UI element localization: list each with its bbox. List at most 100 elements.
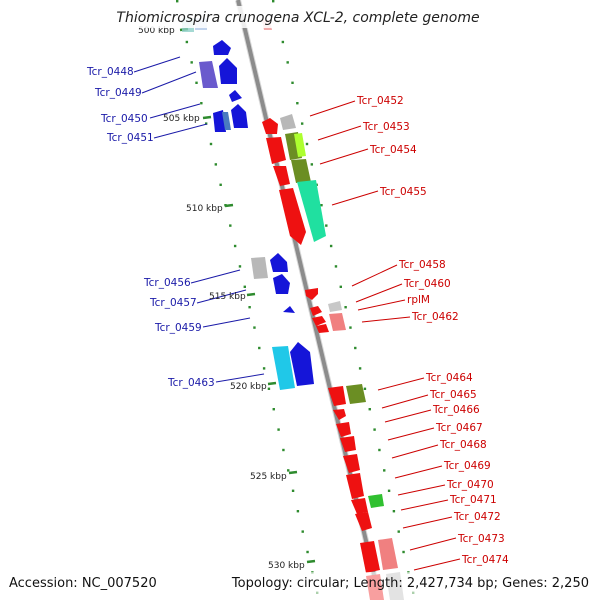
guide-dot [248,306,251,309]
label-connector-line [361,316,411,323]
gene-label-Tcr_0467[interactable]: Tcr_0467 [435,422,483,434]
guide-dot [286,61,289,64]
gene-arrow-0449b [219,58,237,84]
gene-arrow-0463b [290,342,314,386]
gene-arrow-0456b [270,253,288,272]
gene-label-Tcr_0448[interactable]: Tcr_0448 [86,66,134,78]
gene-arrow-0459 [283,306,295,313]
scale-tick [267,381,277,386]
gene-label-Tcr_0471[interactable]: Tcr_0471 [449,494,497,506]
guide-dot [334,265,338,268]
guide-dot [306,550,309,554]
gene-label-Tcr_0457[interactable]: Tcr_0457 [149,297,197,309]
scale-tick [224,203,234,208]
guide-dot [195,81,198,84]
label-connector-line [149,103,201,119]
label-connector-line [215,373,265,383]
guide-dot [296,102,299,105]
gene-arrow-0462a [312,316,326,326]
scale-label-530: 530 kbp [268,561,305,571]
label-connector-line [357,299,406,311]
guide-dot [378,448,381,452]
gene-label-Tcr_0450[interactable]: Tcr_0450 [100,113,148,125]
gene-label-Tcr_0453[interactable]: Tcr_0453 [362,121,410,133]
gene-label-Tcr_0468[interactable]: Tcr_0468 [439,439,487,451]
scale-tick [288,470,298,475]
gene-arrow-0449a [199,61,218,88]
guide-dot [344,306,347,309]
label-connector-line [391,444,439,459]
label-connector-line [397,484,446,496]
guide-dot [354,346,357,350]
gene-label-Tcr_0465[interactable]: Tcr_0465 [429,389,477,401]
gene-arrow-0473 [360,541,380,573]
gene-arrow-0454c [294,133,306,157]
gene-label-Tcr_0449[interactable]: Tcr_0449 [94,87,142,99]
label-connector-line [355,283,403,303]
guide-dot [272,0,275,3]
gene-label-Tcr_0474[interactable]: Tcr_0474 [461,554,509,566]
label-connector-line [387,427,435,441]
gene-label-Tcr_0452[interactable]: Tcr_0452 [356,95,404,107]
gene-arrow-0454a [266,137,286,164]
gene-arrow-0450c [222,112,231,130]
gene-label-Tcr_0455[interactable]: Tcr_0455 [379,186,427,198]
gene-label-Tcr_0464[interactable]: Tcr_0464 [425,372,473,384]
title-backdrop [110,6,488,28]
gene-arrow-0469 [343,454,360,473]
dotted-guides [176,0,415,594]
guide-dot [219,183,222,186]
guide-dot [185,40,189,44]
gene-label-Tcr_0463[interactable]: Tcr_0463 [167,377,215,389]
gene-label-rplM[interactable]: rplM [407,294,430,306]
label-connector-line [377,377,425,391]
gene-arrow-0472b [355,512,372,531]
scale-tick [246,292,256,297]
gene-label-Tcr_0459[interactable]: Tcr_0459 [154,322,202,334]
gene-arrow-0455b [291,159,311,183]
guide-dot [383,469,386,472]
label-connector-line [402,516,453,529]
gene-label-Tcr_0462[interactable]: Tcr_0462 [411,311,459,323]
guide-dot [387,489,391,492]
guide-dot [238,265,242,268]
gene-label-Tcr_0472[interactable]: Tcr_0472 [453,511,501,523]
gene-arrow-0466 [333,409,346,420]
guide-dot [397,530,400,533]
label-connector-line [202,317,251,328]
gene-arrow-0474 [378,538,398,570]
gene-label-Tcr_0451[interactable]: Tcr_0451 [106,132,154,144]
gene-label-Tcr_0473[interactable]: Tcr_0473 [457,533,505,545]
guide-dot [209,142,213,146]
label-connector-line [381,394,429,409]
guide-dot [253,326,256,329]
scale-label-505: 505 kbp [163,114,200,124]
gene-arrow-0455d [297,180,326,242]
label-connector-line [309,100,356,117]
label-connector-line [400,499,449,511]
guide-dot [272,408,275,411]
gene-label-Tcr_0458[interactable]: Tcr_0458 [398,259,446,271]
guide-dot [300,122,304,125]
gene-arrow-0465 [346,384,366,404]
gene-arrow-0460 [328,301,342,312]
guide-dot [262,367,266,370]
gene-label-Tcr_0469[interactable]: Tcr_0469 [443,460,491,472]
gene-label-Tcr_0470[interactable]: Tcr_0470 [446,479,494,491]
label-connector-line [331,190,379,206]
guide-dot [329,244,333,248]
gene-label-Tcr_0466[interactable]: Tcr_0466 [432,404,480,416]
guide-dot [200,102,203,105]
gene-label-Tcr_0454[interactable]: Tcr_0454 [369,144,417,156]
gene-arrow-0455a [273,166,290,186]
guide-dot [320,204,323,207]
gene-label-Tcr_0456[interactable]: Tcr_0456 [143,277,191,289]
guide-dot [291,81,294,84]
label-connector-line [409,537,457,551]
guide-dot [402,550,405,554]
gene-arrow-0471 [368,494,384,508]
gene-features [182,18,404,600]
label-connector-line [317,125,362,141]
gene-arrow-0468 [340,436,356,452]
gene-label-Tcr_0460[interactable]: Tcr_0460 [403,278,451,290]
